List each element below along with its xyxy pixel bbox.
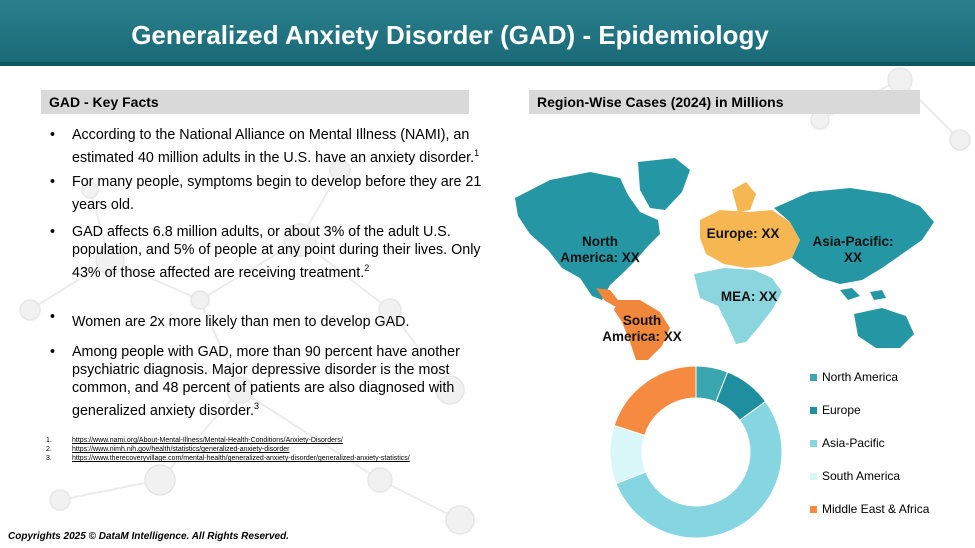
reference-item: 1. https://www.nami.org/About-Mental-Illn…: [46, 437, 343, 444]
map-label-asia-pacific: Asia-Pacific: XX: [812, 234, 894, 265]
reference-link[interactable]: https://www.therecoveryvillage.com/menta…: [72, 455, 410, 462]
region-donut-chart: [609, 365, 783, 539]
map-region-asia-pacific: [774, 188, 934, 284]
fact-item: For many people, symptoms begin to devel…: [44, 173, 484, 214]
reference-link[interactable]: https://www.nimh.nih.gov/health/statisti…: [72, 446, 290, 453]
map-region-scandinavia: [732, 182, 756, 212]
references-list: 1. https://www.nami.org/About-Mental-Illn…: [46, 436, 410, 463]
legend-item-north-america: North America: [810, 370, 932, 385]
reference-item: 2. https://www.nimh.nih.gov/health/statis…: [46, 446, 290, 453]
donut-slice-middle-east-africa: [613, 365, 697, 436]
fact-item: GAD affects 6.8 million adults, or about…: [44, 223, 484, 282]
map-region-north-america: [515, 172, 660, 300]
legend-swatch: [810, 440, 817, 447]
legend-swatch: [810, 473, 817, 480]
fact-item: Among people with GAD, more than 90 perc…: [44, 343, 484, 420]
legend-swatch: [810, 407, 817, 414]
map-region-central-america: [596, 288, 622, 306]
reference-item: 3. https://www.therecoveryvillage.com/men…: [46, 455, 410, 462]
map-region-mea: [694, 268, 782, 344]
fact-item: According to the National Alliance on Me…: [44, 126, 484, 167]
page-title: Generalized Anxiety Disorder (GAD) - Epi…: [131, 20, 769, 50]
legend-item-south-america: South America: [810, 469, 932, 484]
map-label-mea: MEA: XX: [720, 289, 778, 304]
legend-item-europe: Europe: [810, 403, 932, 418]
region-cases-header: Region-Wise Cases (2024) in Millions: [529, 90, 920, 114]
legend-item-mea: Middle East & Africa: [810, 502, 932, 517]
legend-swatch: [810, 374, 817, 381]
header-banner: [0, 0, 975, 62]
map-label-north-america: North America: XX: [560, 234, 640, 265]
copyright-footer: Copyrights 2025 © DataM Intelligence. Al…: [8, 531, 289, 542]
map-region-islands: [840, 288, 886, 300]
header-underline: [0, 62, 975, 66]
map-label-south-america: South America: XX: [602, 313, 682, 344]
key-facts-header: GAD - Key Facts: [41, 90, 469, 114]
map-label-europe: Europe: XX: [706, 226, 780, 241]
reference-link[interactable]: https://www.nami.org/About-Mental-Illnes…: [72, 437, 343, 444]
map-region-south-america: [614, 300, 670, 360]
map-region-australia: [854, 308, 914, 348]
world-map: [515, 158, 934, 360]
legend-item-asia-pacific: Asia-Pacific: [810, 436, 932, 451]
fact-item: Women are 2x more likely than men to dev…: [44, 308, 484, 331]
map-region-greenland: [638, 158, 690, 210]
map-region-europe: [700, 210, 800, 268]
legend-swatch: [810, 506, 817, 513]
donut-slice-asia-pacific: [615, 400, 783, 539]
